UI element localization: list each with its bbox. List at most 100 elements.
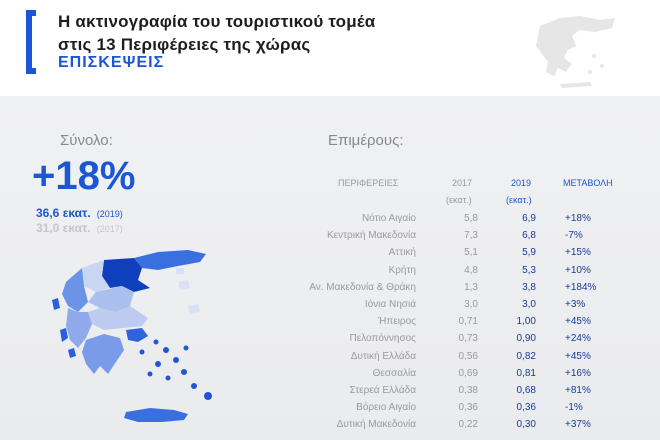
col-header-2017: 2017 bbox=[452, 178, 473, 188]
cell-change: +45% bbox=[565, 316, 591, 328]
map-region-central-macedonia bbox=[102, 258, 150, 292]
cell-2017: 0,71 bbox=[458, 316, 478, 328]
table-row: Θεσσαλία 0,69 0,81 +16% bbox=[0, 368, 660, 385]
cell-2017: 0,73 bbox=[458, 333, 478, 345]
table-row: Κρήτη 4,8 5,3 +10% bbox=[0, 265, 660, 282]
cell-change: +15% bbox=[565, 247, 591, 259]
table-row: Ήπειρος 0,71 1,00 +45% bbox=[0, 316, 660, 333]
cell-2017: 0,69 bbox=[458, 367, 478, 379]
total-2017-year: (2017) bbox=[96, 224, 123, 234]
cell-2019: 0,81 bbox=[516, 367, 536, 379]
cell-region: Βόρειο Αιγαίο bbox=[356, 402, 416, 414]
total-2017: 31,0 εκατ. (2017) bbox=[36, 221, 123, 235]
col-header-2019-unit: (εκατ.) bbox=[506, 195, 532, 205]
page-subtitle: ΕΠΙΣΚΕΨΕΙΣ bbox=[58, 54, 165, 71]
cell-2019: 0,68 bbox=[516, 385, 536, 396]
map-region-south-aegean bbox=[139, 339, 212, 400]
map-region-thessaly bbox=[88, 286, 134, 312]
table-row: Δυτική Μακεδονία 0,22 0,30 +37% bbox=[0, 419, 660, 436]
cell-region: Θεσσαλία bbox=[372, 367, 416, 379]
map-region-north-aegean bbox=[176, 268, 200, 314]
header: Η ακτινογραφία του τουριστικού τομέα στι… bbox=[0, 0, 660, 96]
table-row: Ιόνια Νησιά 3,0 3,0 +3% bbox=[0, 299, 660, 316]
map-region-epirus bbox=[62, 268, 88, 312]
cell-2017: 0,22 bbox=[458, 419, 478, 431]
cell-2019: 0,36 bbox=[516, 402, 536, 414]
cell-2019: 5,9 bbox=[522, 247, 536, 259]
total-2017-value: 31,0 εκατ. bbox=[36, 221, 91, 235]
cell-2019: 0,82 bbox=[516, 350, 536, 362]
cell-change: +18% bbox=[565, 213, 591, 224]
map-region-east-macedonia-thrace bbox=[134, 250, 206, 270]
col-header-2017-unit: (εκατ.) bbox=[446, 195, 472, 205]
table-row: Κεντρική Μακεδονία 7,3 6,8 -7% bbox=[0, 230, 660, 247]
map-region-ionian bbox=[52, 298, 76, 358]
map-region-peloponnese bbox=[82, 334, 124, 374]
cell-2019: 5,3 bbox=[522, 264, 536, 276]
cell-2019: 0,30 bbox=[516, 419, 536, 431]
bracket-decoration bbox=[26, 10, 36, 74]
cell-region: Δυτική Μακεδονία bbox=[336, 419, 416, 431]
cell-2017: 3,0 bbox=[464, 299, 478, 310]
total-2019-value: 36,6 εκατ. bbox=[36, 206, 91, 220]
cell-change: +16% bbox=[565, 367, 591, 379]
col-header-region: ΠΕΡΙΦΕΡΕΙΕΣ bbox=[338, 178, 399, 188]
page-title: Η ακτινογραφία του τουριστικού τομέα στι… bbox=[58, 10, 375, 56]
cell-change: -7% bbox=[565, 230, 583, 242]
map-region-central-greece bbox=[88, 306, 148, 330]
cell-region: Νότιο Αιγαίο bbox=[361, 213, 416, 224]
total-change: +18% bbox=[32, 154, 136, 198]
cell-2017: 7,3 bbox=[464, 230, 478, 242]
cell-region: Δυτική Ελλάδα bbox=[350, 350, 416, 362]
map-region-attica bbox=[126, 328, 148, 342]
col-header-2019: 2019 bbox=[511, 178, 532, 188]
table-row: Νότιο Αιγαίο 5,8 6,9 +18% bbox=[0, 213, 660, 230]
cell-2017: 4,8 bbox=[464, 264, 478, 276]
title-line-1: Η ακτινογραφία του τουριστικού τομέα bbox=[58, 12, 376, 31]
detail-label: Επιμέρους: bbox=[328, 132, 404, 149]
cell-2017: 1,3 bbox=[464, 281, 478, 293]
cell-region: Στερεά Ελλάδα bbox=[349, 385, 416, 396]
cell-2019: 0,90 bbox=[516, 333, 536, 345]
table-row: Αττική 5,1 5,9 +15% bbox=[0, 247, 660, 264]
cell-change: +81% bbox=[565, 385, 591, 396]
total-label: Σύνολο: bbox=[60, 132, 113, 149]
map-region-western-greece bbox=[66, 308, 92, 348]
table-row: Βόρειο Αιγαίο 0,36 0,36 -1% bbox=[0, 402, 660, 419]
cell-region: Πελοπόννησος bbox=[349, 333, 416, 345]
table-row: Πελοπόννησος 0,73 0,90 +24% bbox=[0, 333, 660, 350]
total-2019: 36,6 εκατ. (2019) bbox=[36, 206, 123, 220]
cell-change: +45% bbox=[565, 350, 591, 362]
col-header-change: ΜΕΤΑΒΟΛΗ bbox=[563, 178, 613, 188]
cell-2017: 0,56 bbox=[458, 350, 478, 362]
cell-region: Κεντρική Μακεδονία bbox=[326, 230, 416, 242]
greece-map-watermark bbox=[536, 16, 615, 88]
cell-2017: 5,8 bbox=[464, 213, 478, 224]
cell-change: +10% bbox=[565, 264, 591, 276]
cell-2019: 3,0 bbox=[522, 299, 536, 310]
cell-region: Κρήτη bbox=[388, 264, 416, 276]
cell-2019: 3,8 bbox=[522, 281, 536, 293]
cell-2017: 5,1 bbox=[464, 247, 478, 259]
cell-region: Αν. Μακεδονία & Θράκη bbox=[309, 281, 416, 293]
cell-2019: 1,00 bbox=[516, 316, 536, 328]
table-row: Αν. Μακεδονία & Θράκη 1,3 3,8 +184% bbox=[0, 282, 660, 299]
cell-2019: 6,9 bbox=[522, 213, 536, 224]
table-row: Δυτική Ελλάδα 0,56 0,82 +45% bbox=[0, 351, 660, 368]
cell-change: -1% bbox=[565, 402, 583, 414]
cell-region: Αττική bbox=[388, 247, 416, 259]
greece-regions-map bbox=[52, 250, 212, 422]
cell-region: Ιόνια Νησιά bbox=[364, 299, 416, 310]
total-2019-year: (2019) bbox=[96, 209, 123, 219]
title-line-2: στις 13 Περιφέρειες της χώρας bbox=[58, 35, 311, 54]
cell-2017: 0,38 bbox=[458, 385, 478, 396]
cell-2019: 6,8 bbox=[522, 230, 536, 242]
map-region-western-macedonia bbox=[82, 260, 110, 292]
cell-region: Ήπειρος bbox=[377, 316, 416, 328]
table-row: Στερεά Ελλάδα 0,38 0,68 +81% bbox=[0, 385, 660, 402]
cell-change: +3% bbox=[565, 299, 586, 310]
cell-change: +184% bbox=[565, 281, 597, 293]
cell-2017: 0,36 bbox=[458, 402, 478, 414]
map-region-crete bbox=[124, 408, 188, 422]
cell-change: +37% bbox=[565, 419, 591, 431]
